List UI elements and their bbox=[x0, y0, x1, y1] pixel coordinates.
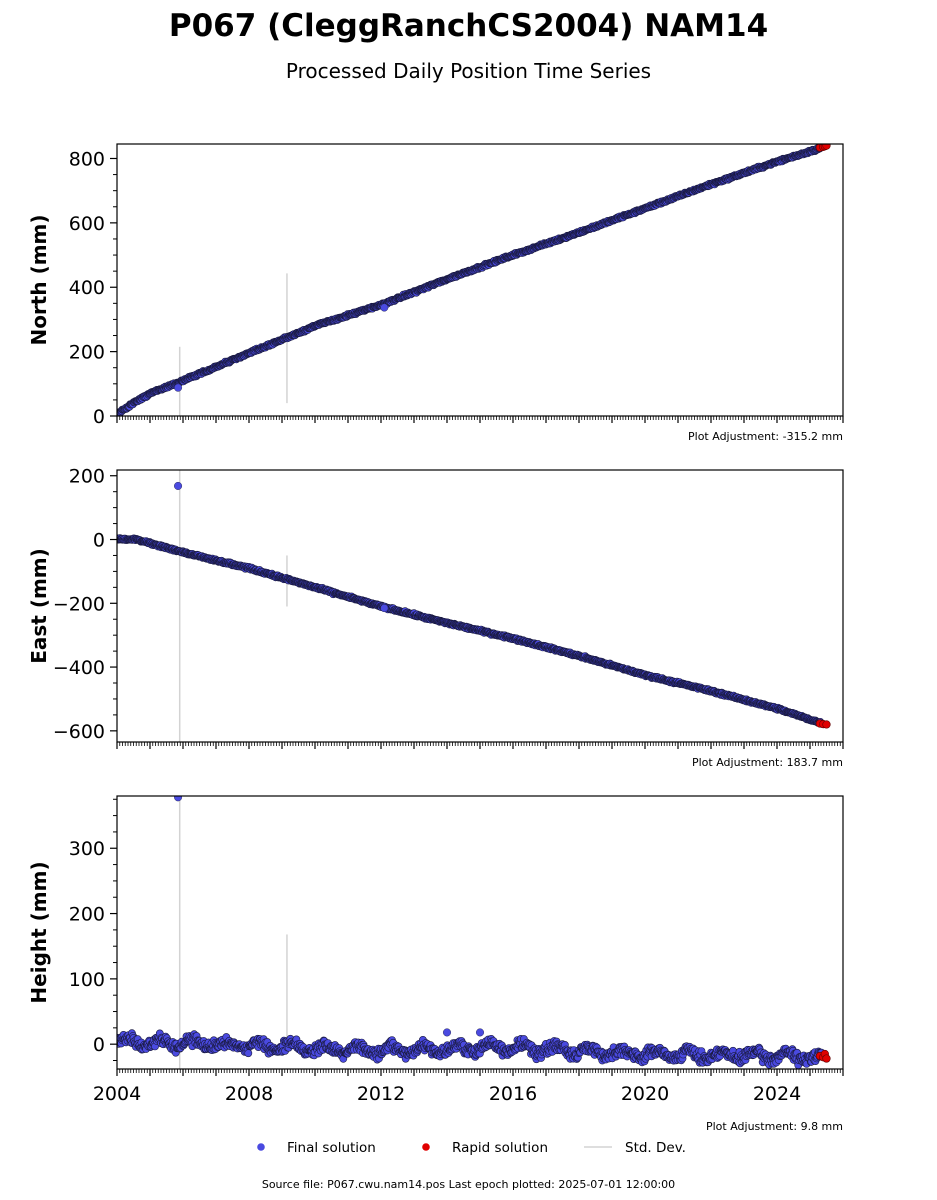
y-tick-label: 0 bbox=[93, 1034, 105, 1056]
panel-1: 0 200 400 600 800 North (mm) Plot Adjustment: … bbox=[27, 143, 844, 443]
rapid-solution-series bbox=[815, 1049, 831, 1063]
y-tick-label: 300 bbox=[69, 838, 105, 860]
plot-frame bbox=[116, 795, 844, 1070]
final-solution-series bbox=[117, 796, 826, 1069]
final-solution-point bbox=[244, 1049, 253, 1058]
rapid-solution-point bbox=[822, 1054, 831, 1063]
y-tick-label: −600 bbox=[53, 721, 105, 743]
panel-3: 0 100 200 300 2004 2008 2012 2016 2020 2024 Height… bbox=[27, 795, 844, 1133]
y-tick-label: 800 bbox=[69, 148, 105, 170]
legend-final-marker bbox=[257, 1143, 265, 1151]
final-solution-series bbox=[117, 144, 826, 416]
rapid-solution-point bbox=[822, 720, 831, 729]
x-tick-label: 2024 bbox=[753, 1083, 801, 1105]
plot-area bbox=[117, 144, 831, 416]
y-tick-label: 0 bbox=[93, 406, 105, 428]
y-tick-label: 200 bbox=[69, 904, 105, 926]
y-tick-label: 100 bbox=[69, 969, 105, 991]
x-tick-label: 2012 bbox=[357, 1083, 405, 1105]
chart-subtitle: Processed Daily Position Time Series bbox=[286, 59, 651, 83]
y-axis-label: North (mm) bbox=[27, 214, 51, 345]
y-tick-label: −400 bbox=[53, 657, 105, 679]
rapid-solution-point bbox=[822, 144, 831, 150]
plot-frame bbox=[116, 143, 844, 417]
legend-rapid-label: Rapid solution bbox=[452, 1140, 548, 1156]
rapid-solution-series bbox=[815, 144, 831, 152]
source-file-note: Source file: P067.cwu.nam14.pos Last epo… bbox=[262, 1178, 675, 1191]
x-tick-label: 2016 bbox=[489, 1083, 537, 1105]
y-axis-label: East (mm) bbox=[27, 548, 51, 664]
final-solution-series bbox=[117, 481, 826, 728]
x-tick-label: 2004 bbox=[93, 1083, 141, 1105]
y-tick-label: 0 bbox=[93, 530, 105, 552]
plot-area bbox=[117, 796, 831, 1069]
legend-stddev-label: Std. Dev. bbox=[625, 1140, 686, 1156]
final-solution-point bbox=[174, 796, 183, 802]
plot-area bbox=[117, 470, 831, 742]
legend-rapid-marker bbox=[422, 1143, 430, 1151]
y-axis-label: Height (mm) bbox=[27, 861, 51, 1003]
final-solution-point bbox=[380, 303, 389, 312]
chart-title: P067 (CleggRanchCS2004) NAM14 bbox=[169, 8, 768, 44]
y-tick-label: 200 bbox=[69, 466, 105, 488]
final-solution-point bbox=[174, 481, 183, 490]
y-tick-label: 400 bbox=[69, 277, 105, 299]
final-solution-point bbox=[476, 1028, 485, 1037]
x-tick-label: 2020 bbox=[621, 1083, 669, 1105]
panel-2: −600 −400 −200 0 200 East (mm) Plot Adjustment… bbox=[27, 466, 844, 769]
rapid-solution-series bbox=[815, 719, 831, 729]
y-tick-label: 200 bbox=[69, 342, 105, 364]
legend: Final solution Rapid solution Std. Dev. bbox=[257, 1140, 686, 1156]
final-solution-point bbox=[380, 604, 389, 613]
final-solution-point bbox=[174, 383, 183, 392]
y-tick-label: −200 bbox=[53, 593, 105, 615]
plot-adjustment-note: Plot Adjustment: 183.7 mm bbox=[692, 756, 843, 769]
legend-final-label: Final solution bbox=[287, 1140, 376, 1156]
final-solution-point bbox=[443, 1028, 452, 1037]
plot-adjustment-note: Plot Adjustment: 9.8 mm bbox=[706, 1120, 843, 1133]
y-tick-label: 600 bbox=[69, 213, 105, 235]
plot-adjustment-note: Plot Adjustment: -315.2 mm bbox=[688, 430, 843, 443]
x-tick-label: 2008 bbox=[225, 1083, 273, 1105]
